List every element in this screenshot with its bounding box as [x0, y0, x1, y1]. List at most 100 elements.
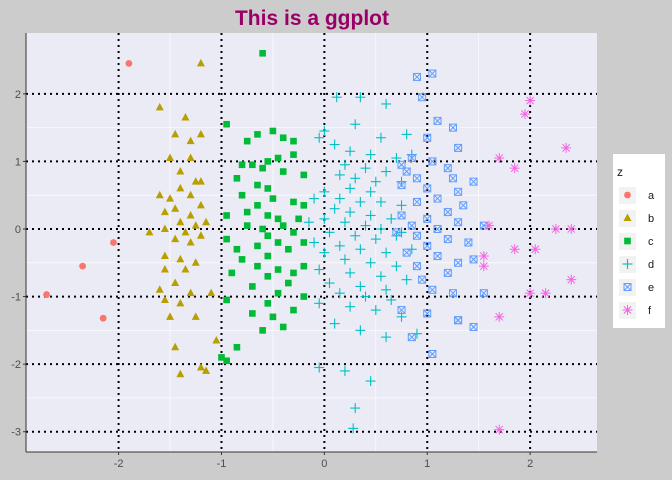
- data-point-c: [279, 222, 287, 229]
- data-point-e: [402, 248, 411, 257]
- data-point-e: [454, 143, 463, 152]
- data-point-d: [355, 92, 366, 103]
- data-point-d: [319, 186, 330, 197]
- data-point-c: [259, 327, 266, 334]
- data-point-e: [443, 208, 452, 217]
- data-point-d: [375, 196, 386, 207]
- legend-entry-c: c: [619, 233, 654, 250]
- data-point-c: [233, 343, 241, 351]
- data-point-e: [397, 211, 406, 220]
- data-point-d: [370, 234, 381, 245]
- data-point-e: [407, 154, 416, 163]
- data-point-d: [334, 240, 345, 251]
- axes: -2 -1 0 1 2 -3 -2 -1 0 1 2: [11, 33, 597, 470]
- data-point-d: [329, 139, 340, 150]
- data-point-f: [530, 244, 541, 255]
- data-point-b: [191, 177, 200, 185]
- data-point-e: [448, 174, 457, 183]
- data-point-d: [324, 227, 335, 238]
- data-point-d: [370, 176, 381, 187]
- data-point-d: [375, 271, 386, 282]
- data-point-b: [212, 335, 221, 344]
- data-point-c: [249, 310, 256, 317]
- data-point-e: [412, 231, 421, 240]
- data-point-d: [319, 213, 330, 224]
- data-point-d: [381, 166, 392, 177]
- data-point-e: [433, 116, 442, 125]
- data-point-d: [345, 301, 356, 312]
- data-point-c: [233, 245, 241, 253]
- data-point-b: [166, 153, 175, 162]
- data-point-c: [223, 120, 230, 128]
- data-point-e: [418, 93, 427, 102]
- series-b: [145, 58, 221, 378]
- data-point-c: [290, 269, 297, 277]
- data-point-e: [469, 177, 478, 186]
- data-point-e: [448, 123, 457, 132]
- data-point-c: [300, 202, 308, 209]
- data-point-f: [519, 109, 530, 120]
- data-point-e: [428, 157, 437, 166]
- data-point-d: [401, 129, 412, 140]
- data-point-f: [561, 142, 572, 153]
- data-point-c: [243, 222, 251, 229]
- data-point-d: [329, 203, 340, 214]
- data-point-e: [397, 306, 406, 315]
- data-point-d: [365, 257, 376, 268]
- data-point-c: [243, 137, 251, 145]
- data-point-d: [309, 193, 320, 204]
- data-point-f: [525, 95, 536, 106]
- data-point-d: [339, 254, 350, 265]
- data-point-d: [381, 247, 392, 258]
- data-point-b: [186, 190, 195, 199]
- data-point-c: [254, 262, 261, 270]
- data-point-d: [355, 196, 366, 207]
- data-point-d: [345, 267, 356, 278]
- data-point-b: [176, 167, 185, 175]
- data-point-e: [428, 285, 437, 294]
- data-point-d: [401, 274, 412, 285]
- data-point-c: [259, 225, 266, 233]
- data-point-d: [355, 281, 366, 292]
- data-point-d: [314, 132, 325, 143]
- data-point-c: [300, 262, 308, 270]
- data-point-d: [319, 247, 330, 258]
- data-point-b: [186, 210, 195, 219]
- data-point-c: [254, 202, 261, 209]
- data-point-d: [391, 153, 402, 164]
- series-f: [478, 95, 577, 435]
- data-point-d: [350, 173, 361, 184]
- data-point-f: [540, 288, 551, 299]
- data-point-d: [334, 193, 345, 204]
- data-point-e: [469, 255, 478, 264]
- data-point-b: [186, 153, 195, 162]
- legend-label: b: [648, 213, 654, 225]
- data-point-c: [218, 354, 225, 361]
- legend-label: c: [648, 236, 654, 248]
- data-point-e: [402, 167, 411, 176]
- data-point-e: [433, 252, 442, 261]
- y-tick-label: -2: [11, 359, 21, 371]
- data-point-d: [375, 132, 386, 143]
- data-point-a: [125, 60, 133, 67]
- data-point-d: [365, 210, 376, 221]
- data-point-d: [365, 149, 376, 160]
- data-point-c: [259, 164, 266, 172]
- data-point-b: [202, 217, 211, 226]
- data-point-b: [196, 177, 205, 185]
- data-point-c: [264, 300, 272, 307]
- data-point-a: [43, 291, 50, 298]
- data-point-c: [223, 357, 230, 365]
- data-point-c: [223, 296, 230, 304]
- data-point-b: [160, 207, 169, 216]
- data-point-c: [290, 306, 297, 314]
- data-point-d: [386, 213, 397, 224]
- data-point-e: [407, 333, 416, 342]
- data-point-e: [423, 309, 432, 318]
- data-point-b: [191, 312, 200, 320]
- data-point-d: [350, 403, 361, 414]
- data-point-c: [269, 127, 277, 135]
- legend-label: f: [648, 305, 652, 317]
- data-point-f: [509, 163, 520, 174]
